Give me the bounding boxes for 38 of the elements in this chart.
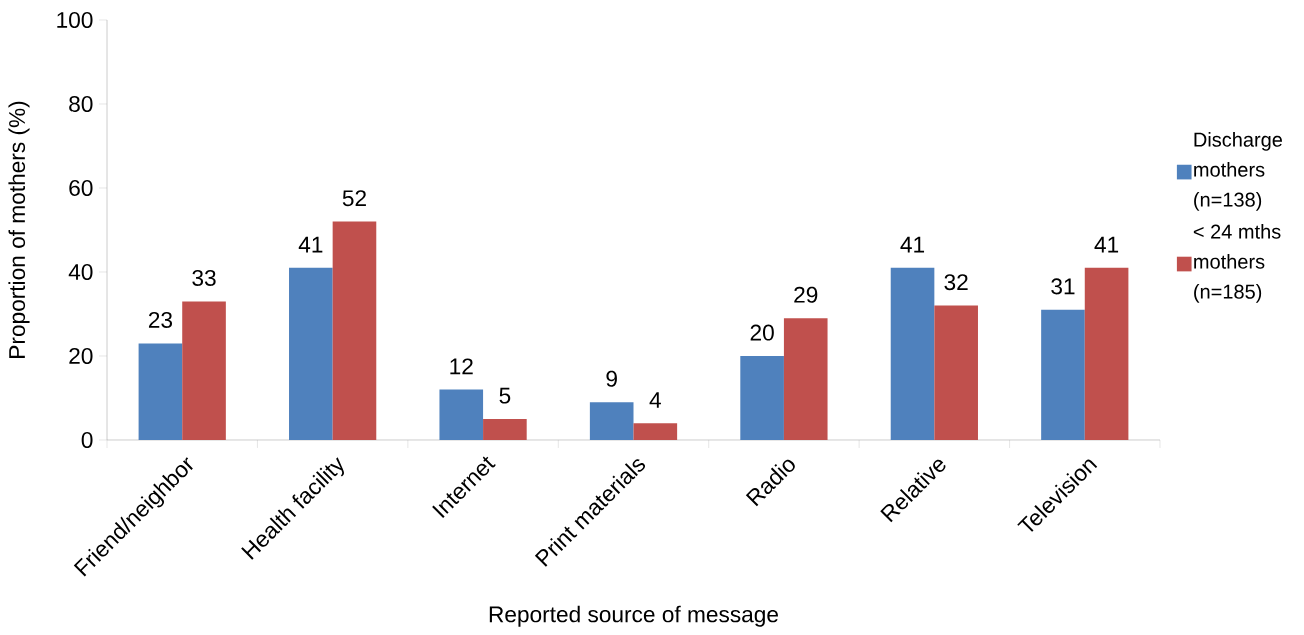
bar: [934, 305, 978, 440]
bar: [332, 221, 377, 440]
legend-label: < 24 mths mothers (n=185): [1193, 224, 1281, 303]
bar: [890, 267, 935, 440]
bar: [783, 318, 828, 440]
data-label: 31: [1051, 278, 1075, 295]
bar: [633, 423, 678, 440]
data-label: 41: [298, 236, 323, 253]
y-tick-label: 60: [69, 179, 93, 197]
data-label: 41: [900, 236, 925, 253]
y-tick-label: 20: [69, 347, 93, 365]
data-label: 41: [1094, 236, 1119, 253]
y-tick-label: 0: [81, 431, 93, 449]
bar: [439, 389, 484, 440]
bar: [589, 402, 634, 440]
y-axis-title: Proportion of mothers (%): [8, 101, 30, 358]
bar: [289, 267, 333, 440]
bar: [182, 301, 226, 440]
data-label: 9: [606, 370, 617, 387]
y-tick-label: 40: [68, 263, 93, 281]
data-label: 5: [499, 387, 511, 404]
bar: [1084, 267, 1129, 440]
data-label: 12: [450, 358, 473, 375]
data-label: 29: [794, 286, 818, 303]
data-label: 23: [148, 311, 173, 329]
y-tick-label: 80: [69, 95, 93, 113]
bar: [740, 355, 784, 440]
bar: [1041, 309, 1085, 440]
bar: [483, 418, 527, 440]
x-axis-title: Reported source of message: [489, 605, 778, 627]
data-label: 4: [649, 392, 661, 408]
data-label: 52: [342, 190, 366, 207]
data-label: 33: [192, 269, 216, 287]
data-label: 20: [750, 324, 774, 341]
data-label: 32: [944, 274, 968, 291]
y-tick-label: 100: [57, 11, 93, 29]
legend-label: Discharge mothers (n=138): [1194, 132, 1283, 211]
bar: [138, 343, 183, 440]
